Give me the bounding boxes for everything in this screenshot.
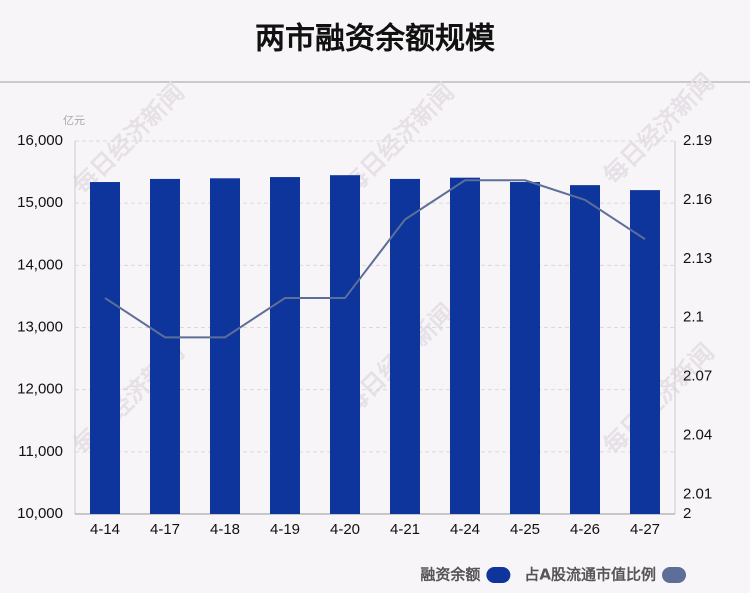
y-tick-label: 14,000	[17, 256, 63, 273]
x-tick-label: 4-27	[630, 521, 660, 538]
y2-tick-label: 2	[683, 505, 691, 522]
bar	[450, 177, 480, 514]
bar	[150, 178, 180, 514]
y-tick-label: 15,000	[17, 194, 63, 211]
bar	[330, 175, 360, 515]
y2-tick-label: 2.13	[683, 250, 712, 267]
x-tick-label: 4-20	[330, 521, 360, 538]
line	[104, 179, 646, 339]
bar	[270, 177, 300, 514]
bar	[390, 178, 420, 514]
y2-tick-label: 2.04	[683, 426, 712, 443]
bar	[90, 182, 120, 514]
y-tick-label: 16,000	[17, 132, 63, 149]
legend-label: 融资余额	[420, 566, 480, 584]
bar	[210, 178, 240, 515]
y-tick-label: 12,000	[17, 381, 63, 398]
x-tick-label: 4-17	[150, 521, 180, 538]
y-tick-label: 11,000	[18, 443, 63, 460]
bar	[570, 185, 600, 514]
unit-label: 亿元	[63, 114, 85, 127]
x-tick-label: 4-26	[570, 521, 600, 538]
bar	[510, 182, 540, 514]
watermark: 每日经济新闻	[597, 67, 719, 189]
bar	[630, 190, 660, 514]
x-tick-label: 4-19	[270, 521, 300, 538]
y2-tick-label: 2.16	[683, 191, 712, 208]
legend-label: 占A股流通市值比例	[524, 566, 656, 584]
x-tick-label: 4-21	[390, 521, 420, 538]
x-tick-label: 4-14	[90, 521, 120, 538]
legend-swatch	[662, 567, 686, 583]
y2-tick-label: 2.01	[683, 485, 712, 502]
chart-title: 两市融资余额规模	[255, 22, 495, 57]
legend-swatch	[486, 567, 511, 583]
y2-tick-label: 2.1	[683, 309, 704, 326]
x-tick-label: 4-24	[450, 521, 480, 538]
x-tick-label: 4-25	[510, 521, 540, 538]
y2-tick-label: 2.07	[683, 368, 712, 385]
y-tick-label: 10,000	[17, 505, 63, 522]
y2-tick-label: 2.19	[683, 132, 712, 149]
x-tick-label: 4-18	[210, 521, 240, 538]
y-tick-label: 13,000	[17, 318, 63, 335]
